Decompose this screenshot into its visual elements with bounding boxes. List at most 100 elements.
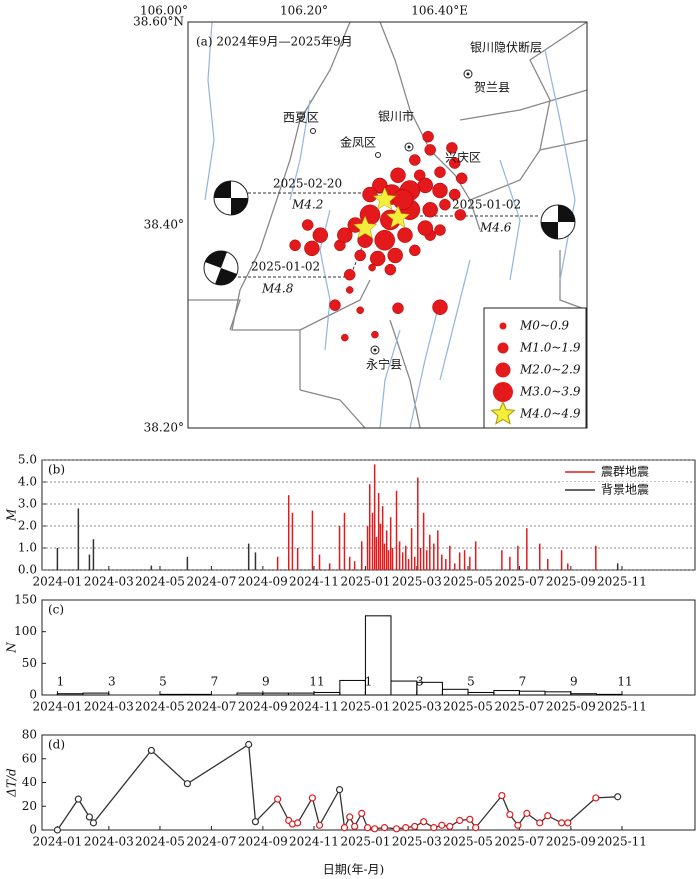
x-tick-label: 2025-01 <box>340 700 390 714</box>
interval-point <box>308 794 317 802</box>
panel-title: (c) <box>48 603 64 617</box>
quake-point <box>384 263 397 276</box>
quake-point <box>397 227 413 243</box>
quake-point <box>301 219 314 231</box>
y-tick-label: 0 <box>29 823 37 837</box>
quake-point <box>329 299 341 311</box>
legend-label: M3.0~3.9 <box>519 385 581 399</box>
x-tick-label: 2024-11 <box>289 835 339 849</box>
interval-point <box>472 824 480 832</box>
place-label: 兴庆区 <box>445 151 481 165</box>
y-tick-label: 0.0 <box>18 563 37 577</box>
quake-point <box>409 244 421 257</box>
place-label: 银川隐伏断层 <box>470 40 542 55</box>
interval-point <box>506 810 514 819</box>
quake-point <box>454 209 467 221</box>
interval-point <box>498 791 506 800</box>
legend-marker <box>493 382 513 402</box>
place-label: 永宁县 <box>366 357 402 372</box>
x-tick-label: 2024-03 <box>84 575 134 589</box>
quake-point <box>362 186 378 203</box>
x-tick-label: 2025-03 <box>392 835 442 849</box>
legend-label: M1.0~1.9 <box>519 341 581 355</box>
legend-label: M2.0~2.9 <box>519 363 581 377</box>
quake-point <box>417 220 434 236</box>
interval-point <box>592 794 600 802</box>
plot-frame <box>41 734 696 831</box>
histogram-bar <box>313 691 341 696</box>
interval-point <box>614 793 622 801</box>
interval-point <box>380 824 389 832</box>
x-tick-label: 2025-09 <box>546 700 596 714</box>
interval-point <box>544 812 552 820</box>
interval-point <box>536 819 544 827</box>
interval-point <box>420 818 428 826</box>
histogram-bar <box>493 690 520 696</box>
x-tick-label: 2025-07 <box>494 700 544 714</box>
legend-bg <box>560 482 685 499</box>
interval-point <box>340 824 349 832</box>
histogram-bar <box>339 679 366 696</box>
quake-point <box>304 240 320 257</box>
legend-marker <box>490 400 516 425</box>
interval-point <box>183 780 191 788</box>
interval-point <box>402 824 410 832</box>
interval-point <box>274 795 282 803</box>
quake-point <box>432 299 448 315</box>
quake-point <box>387 247 403 264</box>
quake-point <box>356 306 364 315</box>
interval-point <box>558 819 566 827</box>
interval-point <box>446 822 454 831</box>
place-label: 贺兰县 <box>474 81 510 95</box>
quake-point <box>345 286 354 294</box>
interval-point <box>392 825 401 833</box>
x-tick-label: 2025-01 <box>340 575 390 589</box>
interval-point <box>147 746 155 755</box>
x-tick-label: 2024-05 <box>135 700 185 714</box>
y-tick-label: 100 <box>14 624 37 638</box>
quake-point <box>439 198 451 211</box>
x-tick-label: 2024-11 <box>289 575 339 589</box>
event-label: M4.8 <box>261 282 294 296</box>
histogram-bar <box>570 693 597 696</box>
y-tick-label: 2.0 <box>18 519 37 533</box>
quake-point <box>434 166 446 178</box>
interval-point <box>85 813 94 821</box>
quake-point <box>354 249 366 262</box>
x-tick-label: 2024-03 <box>84 835 134 849</box>
interval-point <box>564 819 572 827</box>
interval-point <box>346 813 354 821</box>
month-label: 9 <box>262 675 270 689</box>
month-label: 11 <box>617 675 632 689</box>
histogram-bar <box>82 692 110 696</box>
x-tick-label: 2024-03 <box>84 700 134 714</box>
histogram-bar <box>441 688 469 696</box>
month-label: 5 <box>159 675 167 689</box>
event-label: 2025-02-20 <box>273 177 342 191</box>
x-tick-label: 2025-01 <box>340 835 390 849</box>
quake-point <box>368 263 376 272</box>
x-tick-label: 2025-11 <box>597 575 647 589</box>
interval-point <box>245 740 253 749</box>
quake-point <box>392 189 414 210</box>
interval-point <box>438 821 446 829</box>
quake-star <box>353 215 378 239</box>
quake-point <box>446 142 458 154</box>
map-title: (a) 2024年9月—2025年9月 <box>196 35 353 49</box>
month-label: 1 <box>57 675 65 689</box>
y-tick-label: 1.0 <box>18 541 37 555</box>
legend-label: 背景地震 <box>601 483 649 497</box>
place-label: 西夏区 <box>283 111 319 125</box>
quake-point <box>312 227 329 243</box>
x-tick-label: 2025-07 <box>494 835 544 849</box>
y-tick-label: 38.60°N <box>133 15 184 29</box>
map-rivers <box>204 21 576 429</box>
y-tick-label: 38.20° <box>144 421 184 435</box>
histogram-bar <box>236 692 264 696</box>
x-tick-label: 2024-09 <box>238 835 288 849</box>
x-tick-label: 2025-03 <box>392 575 442 589</box>
histogram-bar <box>518 690 546 696</box>
legend-bg <box>560 464 685 481</box>
month-label: 11 <box>309 675 324 689</box>
